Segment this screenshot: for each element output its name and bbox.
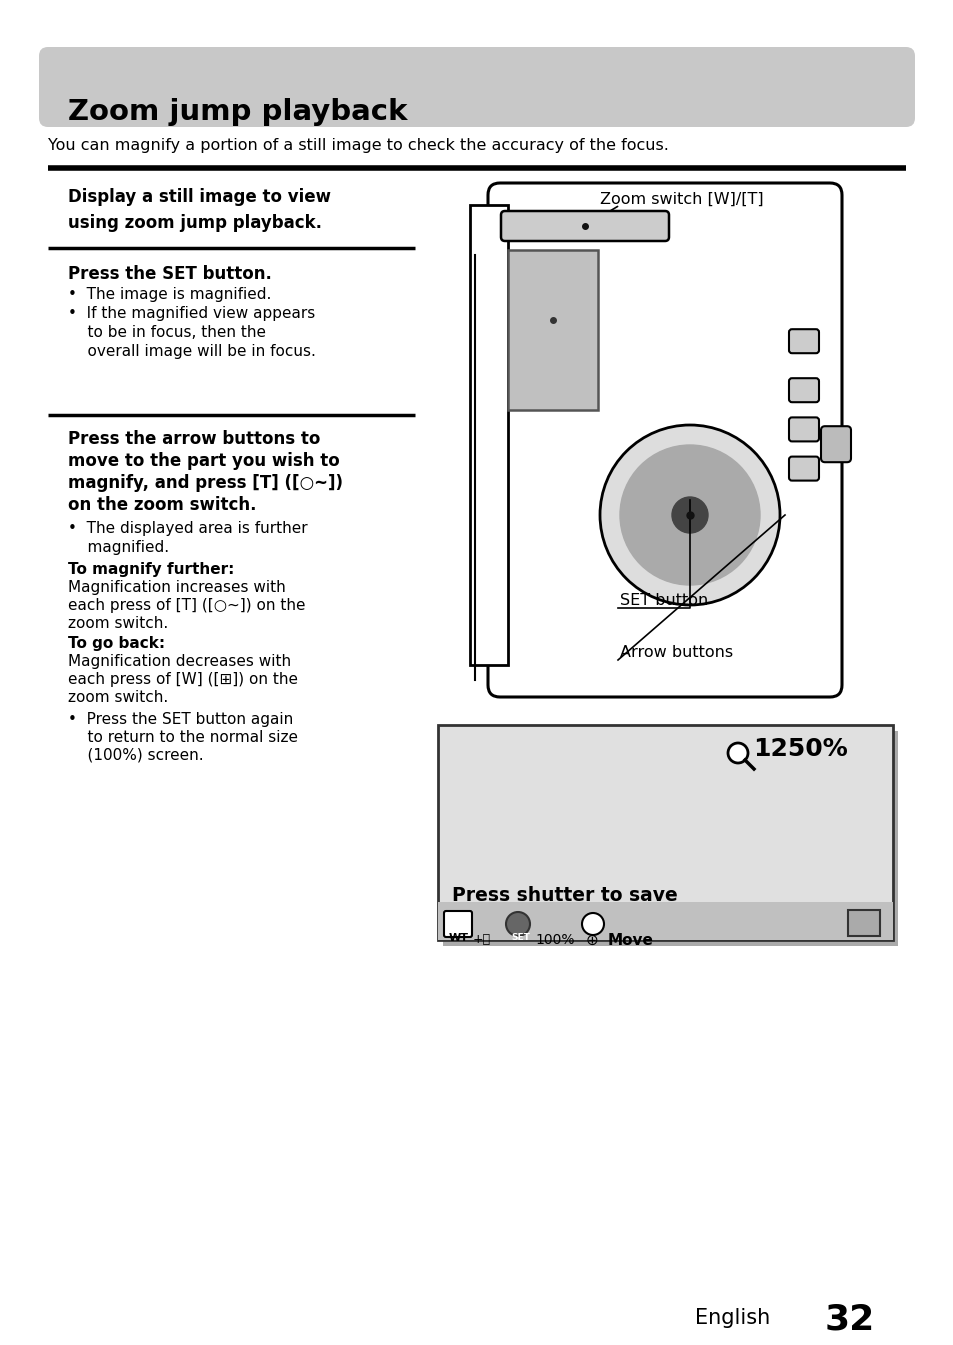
- Circle shape: [619, 445, 760, 585]
- Circle shape: [727, 742, 747, 763]
- Text: Move: Move: [607, 933, 653, 948]
- Text: Zoom jump playback: Zoom jump playback: [68, 98, 407, 126]
- Text: To magnify further:: To magnify further:: [68, 562, 234, 577]
- Bar: [507, 250, 598, 410]
- Text: You can magnify a portion of a still image to check the accuracy of the focus.: You can magnify a portion of a still ima…: [48, 139, 668, 153]
- FancyBboxPatch shape: [443, 911, 472, 937]
- Text: 100%: 100%: [535, 933, 574, 947]
- Text: Press the arrow buttons to: Press the arrow buttons to: [68, 430, 320, 448]
- Text: zoom switch.: zoom switch.: [68, 616, 168, 631]
- Text: overall image will be in focus.: overall image will be in focus.: [68, 344, 315, 359]
- Text: Magnification increases with: Magnification increases with: [68, 580, 286, 594]
- Text: •  Press the SET button again: • Press the SET button again: [68, 712, 293, 728]
- Text: on the zoom switch.: on the zoom switch.: [68, 496, 256, 514]
- FancyBboxPatch shape: [788, 330, 818, 354]
- FancyBboxPatch shape: [788, 417, 818, 441]
- Text: zoom switch.: zoom switch.: [68, 690, 168, 705]
- Bar: [847, 911, 879, 936]
- Text: •  If the magnified view appears: • If the magnified view appears: [68, 307, 314, 321]
- Text: •  The image is magnified.: • The image is magnified.: [68, 286, 271, 303]
- FancyBboxPatch shape: [488, 183, 841, 697]
- Text: Display a still image to view
using zoom jump playback.: Display a still image to view using zoom…: [68, 188, 331, 233]
- Text: each press of [W] ([⊞]) on the: each press of [W] ([⊞]) on the: [68, 672, 297, 687]
- Text: Arrow buttons: Arrow buttons: [619, 646, 732, 660]
- Text: SET: SET: [511, 933, 529, 942]
- Bar: [470, 204, 507, 664]
- Text: WT: WT: [449, 933, 469, 943]
- Text: to be in focus, then the: to be in focus, then the: [68, 325, 266, 340]
- Text: 32: 32: [824, 1302, 874, 1336]
- Circle shape: [581, 913, 603, 935]
- Circle shape: [671, 498, 707, 533]
- Text: +⌕: +⌕: [473, 933, 491, 946]
- Text: magnified.: magnified.: [68, 539, 169, 555]
- Bar: [437, 902, 892, 940]
- Circle shape: [599, 425, 780, 605]
- Bar: [442, 730, 897, 946]
- Text: Press shutter to save: Press shutter to save: [452, 886, 677, 905]
- Text: Zoom switch [W]/[T]: Zoom switch [W]/[T]: [599, 192, 762, 207]
- Text: Magnification decreases with: Magnification decreases with: [68, 654, 291, 668]
- Text: English: English: [695, 1307, 769, 1328]
- Text: to return to the normal size: to return to the normal size: [68, 730, 297, 745]
- Text: SET button: SET button: [619, 593, 707, 608]
- Text: ⊕: ⊕: [585, 933, 598, 948]
- Text: each press of [T] ([○~]) on the: each press of [T] ([○~]) on the: [68, 599, 305, 613]
- FancyBboxPatch shape: [788, 378, 818, 402]
- FancyBboxPatch shape: [500, 211, 668, 241]
- Text: Press the SET button.: Press the SET button.: [68, 265, 272, 282]
- Text: move to the part you wish to: move to the part you wish to: [68, 452, 339, 469]
- Bar: [437, 725, 892, 940]
- FancyBboxPatch shape: [39, 47, 914, 126]
- FancyBboxPatch shape: [821, 426, 850, 463]
- Text: 1250%: 1250%: [752, 737, 847, 761]
- Circle shape: [505, 912, 530, 936]
- Text: To go back:: To go back:: [68, 636, 165, 651]
- Text: (100%) screen.: (100%) screen.: [68, 748, 203, 763]
- Text: magnify, and press [T] ([○~]): magnify, and press [T] ([○~]): [68, 473, 343, 492]
- Text: •  The displayed area is further: • The displayed area is further: [68, 521, 307, 537]
- FancyBboxPatch shape: [788, 456, 818, 480]
